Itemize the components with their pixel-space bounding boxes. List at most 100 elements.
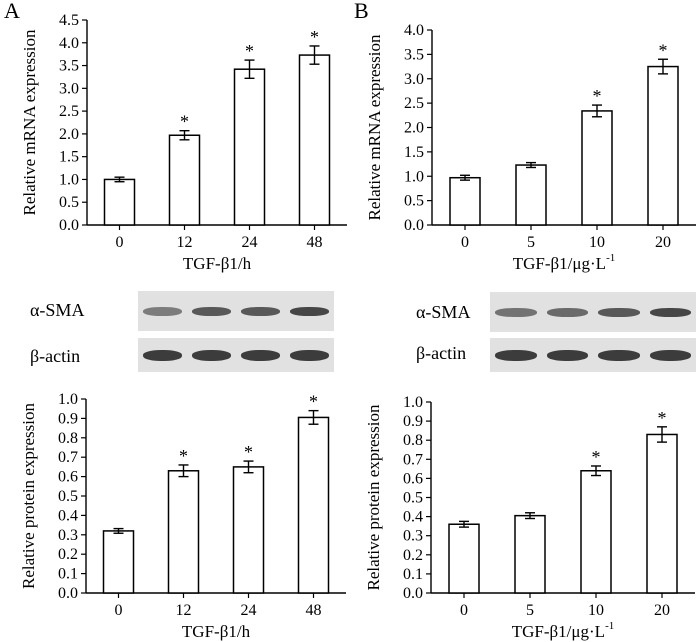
protein-time-y-tick-label: 0.7 (58, 449, 78, 466)
mrna-time-bar (168, 134, 201, 226)
protein-dose-y-tick-label: 1.0 (403, 394, 423, 411)
protein-dose-bar (514, 514, 546, 594)
protein-time-y-tick-label: 0.2 (58, 546, 78, 563)
mrna-time-y-tick-label: 4.5 (59, 12, 79, 29)
blot-b-sma-band (649, 307, 691, 317)
mrna-dose-x-tick-label: 5 (527, 234, 535, 251)
protein-dose-y-tick-label: 0.6 (403, 470, 423, 487)
mrna-time-y-tick-label: 1.0 (59, 171, 79, 188)
protein-dose-y-tick-label: 0.1 (403, 566, 423, 583)
mrna-dose-y-tick-label: 3.0 (404, 71, 424, 88)
mrna-time-y-tick-label: 0.5 (59, 194, 79, 211)
protein-time-x-axis-title: TGF-β1/h (182, 622, 251, 641)
protein-time-x-tick-label: 24 (241, 602, 257, 619)
mrna-dose-y-tick-label: 1.0 (404, 168, 424, 185)
mrna-dose-x-axis-title: TGF-β1/μg·L-1 (513, 252, 615, 273)
mrna-time-y-tick-label: 1.5 (59, 149, 79, 166)
protein-time-y-tick-label: 0.5 (58, 488, 78, 505)
protein-time-bar (232, 466, 265, 594)
blot-a-actin-band (290, 349, 329, 361)
protein-time-y-tick-label: 0.9 (58, 410, 78, 427)
blot-b-sma-band (598, 307, 640, 317)
mrna-time-x-axis-title: TGF-β1/h (183, 254, 252, 273)
mrna-time-y-axis-title: Relative mRNA expression (20, 29, 39, 216)
protein-dose-y-tick-label: 0.8 (403, 432, 423, 449)
blot-b-actin-band (546, 349, 588, 361)
protein-time-y-tick-label: 0.0 (58, 585, 78, 602)
protein-time-y-tick-label: 0.3 (58, 527, 78, 544)
protein-time-y-axis-title: Relative protein expression (19, 403, 38, 590)
protein-dose-x-axis-title: TGF-β1/μg·L-1 (512, 620, 614, 641)
mrna-time-y-tick-label: 4.0 (59, 35, 79, 52)
protein-time-y-tick-label: 0.8 (58, 430, 78, 447)
blot-a-actin-band (143, 349, 182, 361)
mrna-dose-x-tick-label: 20 (655, 234, 671, 251)
mrna-dose-y-tick-label: 2.0 (404, 120, 424, 137)
mrna-dose-bar (515, 164, 547, 226)
mrna-time-x-tick-label: 48 (307, 234, 323, 251)
mrna-dose-y-tick-label: 1.5 (404, 144, 424, 161)
mrna-dose-y-tick-label: 2.5 (404, 95, 424, 112)
protein-time-y-tick-label: 1.0 (58, 391, 78, 408)
protein-dose-x-axis-title-superscript: -1 (605, 620, 614, 632)
protein-dose-x-tick-label: 20 (654, 602, 670, 619)
blot-b-actin-band (495, 349, 537, 361)
blot-b-actin-band (649, 349, 691, 361)
protein-time-x-tick-label: 0 (115, 602, 123, 619)
protein-dose-bar (580, 470, 612, 594)
protein-time-bar (167, 470, 200, 594)
protein-time-y-tick-label: 0.6 (58, 469, 78, 486)
mrna-time-significance-mark: * (245, 41, 254, 61)
blot-a-actin-band (241, 349, 280, 361)
protein-dose-y-tick-label: 0.0 (403, 585, 423, 602)
mrna-dose-bar (449, 176, 481, 226)
mrna-dose-y-tick-label: 0.0 (404, 217, 424, 234)
blot-a-sma-band (241, 306, 280, 316)
mrna-time-significance-mark: * (180, 112, 189, 132)
protein-dose-y-tick-label: 0.2 (403, 547, 423, 564)
protein-time-bar (297, 416, 330, 594)
panel-label-b: B (354, 0, 369, 23)
protein-dose-significance-mark: * (592, 447, 601, 467)
protein-time-x-tick-label: 12 (176, 602, 192, 619)
blot-b-sma-band (495, 307, 537, 317)
protein-time-y-tick-label: 0.4 (58, 507, 78, 524)
protein-time-x-tick-label: 48 (306, 602, 322, 619)
blot-a-sma-band (290, 306, 329, 316)
mrna-time-x-tick-label: 12 (177, 234, 193, 251)
protein-dose-y-tick-label: 0.4 (403, 509, 423, 526)
protein-dose-x-tick-label: 0 (460, 602, 468, 619)
protein-dose-x-tick-label: 5 (526, 602, 534, 619)
mrna-time-y-tick-label: 3.5 (59, 58, 79, 75)
protein-time-y-tick-label: 0.1 (58, 566, 78, 583)
blot-b-actin-band (598, 349, 640, 361)
blot-b-sma-label: α-SMA (416, 302, 471, 322)
mrna-time-bar (233, 68, 266, 226)
mrna-time-y-tick-label: 3.0 (59, 80, 79, 97)
blot-a-sma-strip (138, 291, 334, 331)
blot-b-actin-strip (490, 338, 696, 372)
blot-a-sma-band (192, 306, 231, 316)
blot-a-actin-label: β-actin (30, 346, 81, 366)
panel-label-a: A (4, 0, 20, 23)
mrna-time-y-tick-label: 2.5 (59, 103, 79, 120)
mrna-time-y-tick-label: 2.0 (59, 126, 79, 143)
protein-dose-y-tick-label: 0.7 (403, 451, 423, 468)
blot-a-actin-band (192, 349, 231, 361)
protein-dose-y-axis-title: Relative protein expression (364, 404, 383, 591)
mrna-time-bar (298, 54, 331, 226)
blot-a-sma-label: α-SMA (30, 300, 85, 320)
protein-dose-y-tick-label: 0.5 (403, 490, 423, 507)
mrna-dose-y-tick-label: 3.5 (404, 46, 424, 63)
mrna-dose-y-axis-title: Relative mRNA expression (365, 34, 384, 221)
blot-b-sma-strip (490, 292, 696, 332)
protein-time-bar (102, 530, 135, 594)
mrna-time-x-tick-label: 0 (116, 234, 124, 251)
mrna-dose-x-axis-title-superscript: -1 (606, 252, 615, 264)
mrna-dose-y-tick-label: 0.5 (404, 193, 424, 210)
protein-dose-x-tick-label: 10 (588, 602, 604, 619)
mrna-dose-bar (647, 65, 679, 226)
protein-dose-bar (646, 433, 678, 594)
mrna-time-y-tick-label: 0.0 (59, 217, 79, 234)
